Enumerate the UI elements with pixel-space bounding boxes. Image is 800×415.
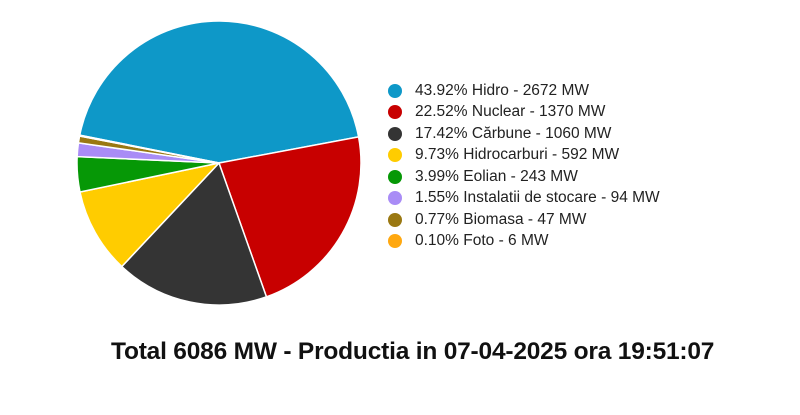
pie-slice-hidrocarburi <box>79 161 222 268</box>
chart-legend: 43.92% Hidro - 2672 MW 22.52% Nuclear - … <box>388 80 660 252</box>
legend-item-biomasa: 0.77% Biomasa - 47 MW <box>388 209 660 231</box>
legend-marker-icon <box>388 169 402 184</box>
legend-marker-icon <box>388 105 402 120</box>
pie-slice-hidro <box>78 20 360 164</box>
legend-item-foto: 0.10% Foto - 6 MW <box>388 231 660 253</box>
pie-chart <box>76 20 362 306</box>
legend-label: 9.73% Hidrocarburi - 592 MW <box>415 146 620 164</box>
legend-item-eolian: 3.99% Eolian - 243 MW <box>388 166 660 188</box>
legend-label: 0.10% Foto - 6 MW <box>415 232 549 250</box>
legend-marker-icon <box>388 126 402 141</box>
legend-marker-icon <box>388 234 402 249</box>
legend-marker-icon <box>388 212 402 227</box>
pie-slice-c-rbune <box>120 161 268 306</box>
legend-item-stocare: 1.55% Instalatii de stocare - 94 MW <box>388 188 660 210</box>
legend-item-carbune: 17.42% Cărbune - 1060 MW <box>388 123 660 145</box>
legend-label: 17.42% Cărbune - 1060 MW <box>415 124 612 142</box>
legend-marker-icon <box>388 83 402 98</box>
legend-item-hidrocarburi: 9.73% Hidrocarburi - 592 MW <box>388 145 660 167</box>
legend-label: 43.92% Hidro - 2672 MW <box>415 81 590 99</box>
pie-slice-foto <box>78 134 220 164</box>
pie-slice-nuclear <box>218 136 362 298</box>
legend-label: 0.77% Biomasa - 47 MW <box>415 210 587 228</box>
legend-label: 22.52% Nuclear - 1370 MW <box>415 103 606 121</box>
legend-marker-icon <box>388 191 402 206</box>
legend-item-hidro: 43.92% Hidro - 2672 MW <box>388 80 660 102</box>
legend-label: 3.99% Eolian - 243 MW <box>415 167 578 185</box>
chart-title: Total 6086 MW - Productia in 07-04-2025 … <box>111 338 715 365</box>
legend-label: 1.55% Instalatii de stocare - 94 MW <box>415 189 660 207</box>
legend-item-nuclear: 22.52% Nuclear - 1370 MW <box>388 102 660 124</box>
legend-marker-icon <box>388 148 402 163</box>
